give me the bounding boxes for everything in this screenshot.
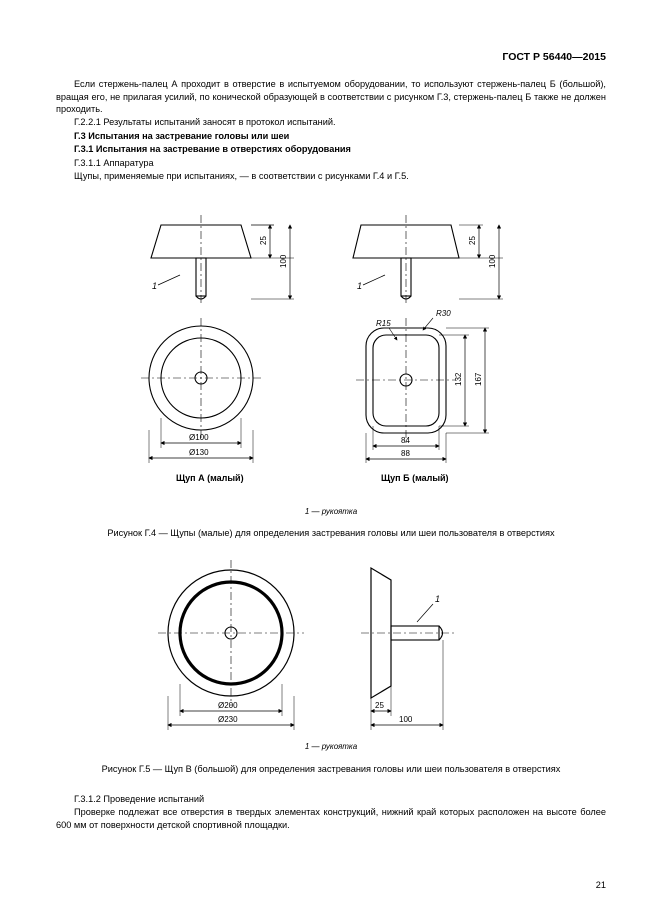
- dim-text: Ø200: [218, 701, 238, 710]
- figure-caption: Рисунок Г.5 — Щуп В (большой) для опреде…: [56, 763, 606, 775]
- dim-text: R30: [436, 309, 451, 318]
- dim-text: 84: [401, 436, 410, 445]
- shchup-a-label: Щуп А (малый): [176, 473, 244, 483]
- dim-text: Ø100: [189, 433, 209, 442]
- dim-text: 25: [468, 235, 477, 244]
- dim-text: 25: [375, 701, 384, 710]
- figure-g5-svg: Ø200 Ø230 1 25: [141, 558, 521, 738]
- dim-text: 167: [474, 372, 483, 386]
- callout-1: 1: [152, 281, 157, 291]
- figure-legend: 1 — рукоятка: [56, 507, 606, 518]
- dim-text: 132: [454, 372, 463, 386]
- paragraph: Щупы, применяемые при испытаниях, — в со…: [56, 170, 606, 182]
- callout-1: 1: [357, 281, 362, 291]
- paragraph: Если стержень-палец А проходит в отверст…: [56, 78, 606, 115]
- paragraph: Г.3.1.2 Проведение испытаний: [56, 793, 606, 805]
- dim-text: 25: [259, 235, 268, 244]
- dim-text: 100: [399, 715, 413, 724]
- dim-text: 100: [488, 254, 497, 268]
- page-number: 21: [596, 879, 606, 891]
- document-page: ГОСТ Р 56440—2015 Если стержень-палец А …: [0, 0, 646, 913]
- dim-text: 88: [401, 449, 410, 458]
- paragraph: Г.2.2.1 Результаты испытаний заносят в п…: [56, 116, 606, 128]
- figure-g5: Ø200 Ø230 1 25: [56, 558, 606, 738]
- paragraph: Г.3.1.1 Аппаратура: [56, 157, 606, 169]
- document-id: ГОСТ Р 56440—2015: [56, 50, 606, 64]
- figure-g4-svg: 1 25 100: [126, 193, 536, 503]
- dim-text: 100: [279, 254, 288, 268]
- section-heading: Г.3 Испытания на застревание головы или …: [56, 130, 606, 142]
- dim-text: R15: [376, 319, 391, 328]
- paragraph: Проверке подлежат все отверстия в тверды…: [56, 806, 606, 831]
- dim-text: Ø230: [218, 715, 238, 724]
- shchup-b-label: Щуп Б (малый): [381, 473, 449, 483]
- dim-text: Ø130: [189, 448, 209, 457]
- callout-1: 1: [435, 594, 440, 604]
- section-heading: Г.3.1 Испытания на застревание в отверст…: [56, 143, 606, 155]
- figure-g4: 1 25 100: [56, 193, 606, 503]
- figure-legend: 1 — рукоятка: [56, 742, 606, 753]
- figure-caption: Рисунок Г.4 — Щупы (малые) для определен…: [56, 527, 606, 539]
